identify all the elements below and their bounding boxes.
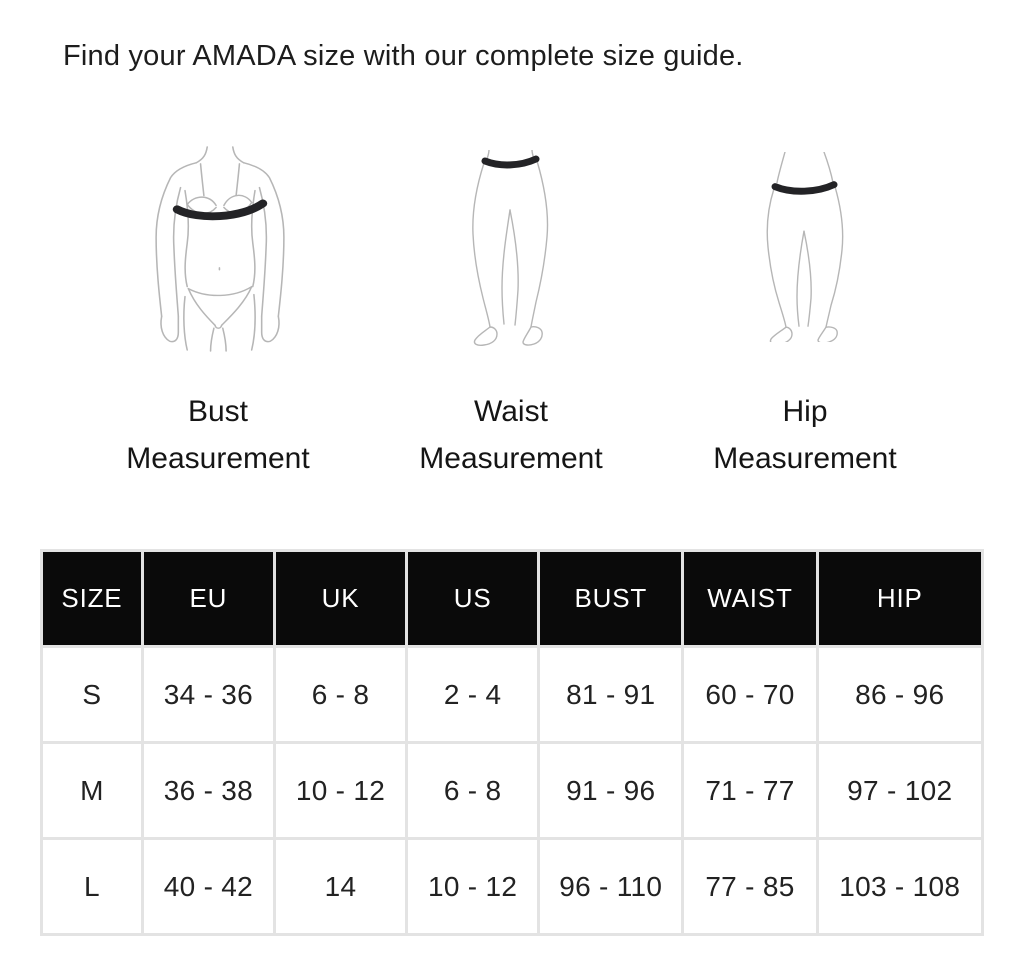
- cell-us: 6 - 8: [405, 741, 541, 840]
- column-header-bust: BUST: [537, 549, 685, 648]
- size-chart-table: SIZE EU UK US BUST WAIST HIP S 34 - 36 6…: [40, 549, 985, 936]
- waist-label-line2: Measurement: [419, 442, 603, 475]
- hip-measurement-label: Hip Measurement: [675, 388, 935, 482]
- cell-bust: 96 - 110: [537, 837, 685, 936]
- hip-band-icon: [771, 181, 838, 195]
- bust-label-line1: Bust: [187, 395, 249, 428]
- hip-label-line2: Measurement: [713, 442, 897, 475]
- waist-measurement-label: Waist Measurement: [381, 388, 641, 482]
- cell-size: M: [40, 741, 144, 840]
- waist-measurement-figure-illustration: [472, 150, 549, 346]
- cell-eu: 40 - 42: [140, 837, 276, 936]
- column-header-size: SIZE: [40, 549, 144, 648]
- cell-us: 2 - 4: [405, 645, 541, 744]
- column-header-uk: UK: [272, 549, 409, 648]
- bust-measurement-label: Bust Measurement: [88, 388, 348, 482]
- bust-measurement-figure-illustration: [155, 146, 285, 352]
- cell-hip: 103 - 108: [815, 837, 985, 936]
- hip-measurement-figure-illustration: [766, 152, 844, 342]
- cell-waist: 77 - 85: [681, 837, 819, 936]
- table-row-m: M 36 - 38 10 - 12 6 - 8 91 - 96 71 - 77 …: [40, 741, 985, 840]
- cell-waist: 71 - 77: [681, 741, 819, 840]
- cell-hip: 86 - 96: [815, 645, 985, 744]
- page-title: Find your AMADA size with our complete s…: [63, 40, 744, 72]
- hip-label-line1: Hip: [782, 395, 828, 428]
- cell-size: L: [40, 837, 144, 936]
- waist-label-line1: Waist: [474, 395, 548, 428]
- cell-bust: 91 - 96: [537, 741, 685, 840]
- cell-eu: 34 - 36: [140, 645, 276, 744]
- cell-eu: 36 - 38: [140, 741, 276, 840]
- waist-band-icon: [481, 155, 540, 169]
- column-header-us: US: [405, 549, 541, 648]
- column-header-waist: WAIST: [681, 549, 819, 648]
- cell-size: S: [40, 645, 144, 744]
- cell-us: 10 - 12: [405, 837, 541, 936]
- table-row-s: S 34 - 36 6 - 8 2 - 4 81 - 91 60 - 70 86…: [40, 645, 985, 744]
- cell-hip: 97 - 102: [815, 741, 985, 840]
- column-header-hip: HIP: [815, 549, 985, 648]
- bust-label-line2: Measurement: [126, 442, 310, 475]
- cell-uk: 14: [272, 837, 409, 936]
- cell-bust: 81 - 91: [537, 645, 685, 744]
- cell-waist: 60 - 70: [681, 645, 819, 744]
- column-header-eu: EU: [140, 549, 276, 648]
- cell-uk: 10 - 12: [272, 741, 409, 840]
- bust-band-icon: [172, 199, 268, 221]
- cell-uk: 6 - 8: [272, 645, 409, 744]
- table-row-l: L 40 - 42 14 10 - 12 96 - 110 77 - 85 10…: [40, 837, 985, 936]
- table-header-row: SIZE EU UK US BUST WAIST HIP: [40, 549, 985, 648]
